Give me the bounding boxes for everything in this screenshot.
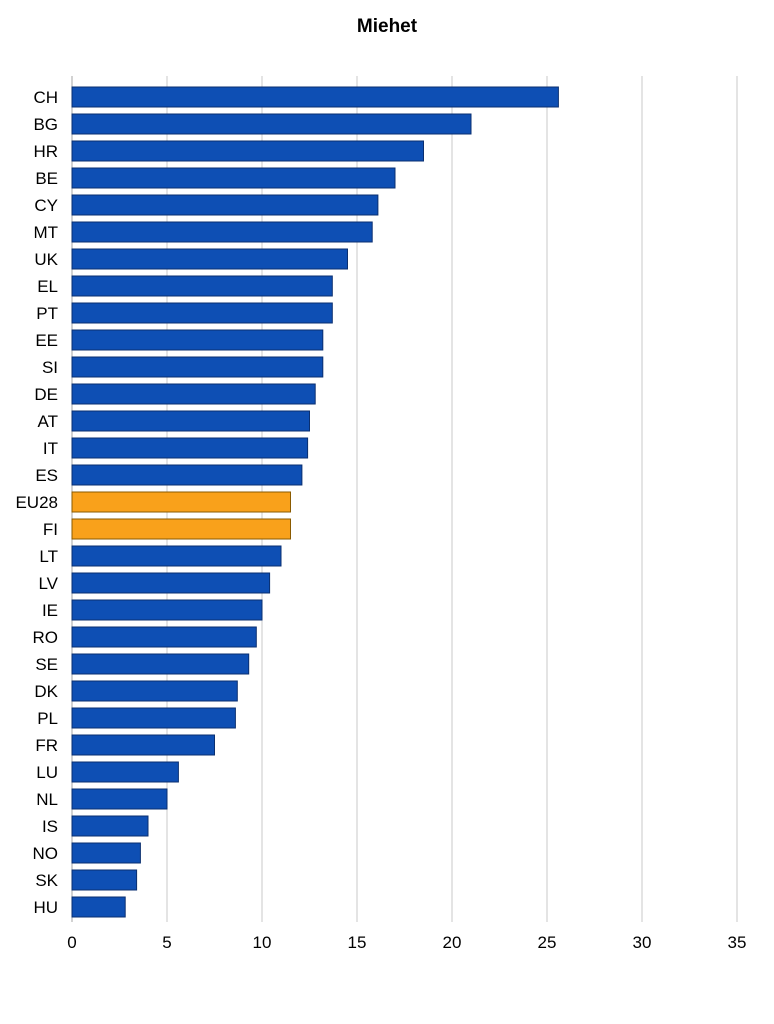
category-label-nl: NL [36, 790, 58, 809]
bars [71, 86, 559, 918]
x-tick-label: 0 [67, 933, 76, 952]
bar-eu28 [71, 491, 291, 513]
category-label-no: NO [33, 844, 59, 863]
x-tick-label: 20 [443, 933, 462, 952]
category-label-fr: FR [35, 736, 58, 755]
category-label-es: ES [35, 466, 58, 485]
bar-el [71, 275, 333, 297]
bar-mt [71, 221, 373, 243]
bar-ee [71, 329, 324, 351]
category-label-fi: FI [43, 520, 58, 539]
category-label-lv: LV [38, 574, 58, 593]
chart-title: Miehet [356, 16, 418, 37]
category-label-sk: SK [35, 871, 58, 890]
bar-uk [71, 248, 348, 270]
category-label-ro: RO [33, 628, 59, 647]
bar-hr [71, 140, 424, 162]
bar-nl [71, 788, 168, 810]
x-tick-label: 30 [633, 933, 652, 952]
x-tick-label: 10 [253, 933, 272, 952]
x-tick-label: 5 [162, 933, 171, 952]
category-label-cy: CY [34, 196, 58, 215]
category-label-el: EL [37, 277, 58, 296]
category-label-si: SI [42, 358, 58, 377]
category-labels: CH BG HR BE CY MT UK EL PT EE SI DE AT IT ES EU28 FI LT LV… [15, 88, 58, 917]
x-tick-label: 25 [538, 933, 557, 952]
bar-lv [71, 572, 271, 594]
category-label-hu: HU [33, 898, 58, 917]
category-label-de: DE [34, 385, 58, 404]
bar-lt [71, 545, 282, 567]
category-label-ch: CH [33, 88, 58, 107]
x-tick-labels: 0 5 10 15 20 25 30 35 [67, 933, 746, 952]
category-label-dk: DK [34, 682, 58, 701]
x-tick-label: 35 [728, 933, 747, 952]
bar-pl [71, 707, 236, 729]
bar-it [71, 437, 309, 459]
bar-ch [71, 86, 559, 108]
category-label-pl: PL [37, 709, 58, 728]
category-label-mt: MT [33, 223, 58, 242]
bar-hu [71, 896, 126, 918]
bar-fr [71, 734, 215, 756]
bar-es [71, 464, 303, 486]
bar-is [71, 815, 149, 837]
bar-ie [71, 599, 263, 621]
category-label-ie: IE [42, 601, 58, 620]
bar-se [71, 653, 250, 675]
category-label-at: AT [38, 412, 58, 431]
bar-de [71, 383, 316, 405]
bar-ro [71, 626, 257, 648]
bar-cy [71, 194, 379, 216]
bar-pt [71, 302, 333, 324]
category-label-it: IT [43, 439, 58, 458]
bar-no [71, 842, 141, 864]
category-label-is: IS [42, 817, 58, 836]
bar-be [71, 167, 396, 189]
category-label-se: SE [35, 655, 58, 674]
category-label-lu: LU [36, 763, 58, 782]
category-label-pt: PT [36, 304, 58, 323]
category-label-hr: HR [33, 142, 58, 161]
category-label-uk: UK [34, 250, 58, 269]
bar-bg [71, 113, 472, 135]
bar-at [71, 410, 310, 432]
category-label-eu28: EU28 [15, 493, 58, 512]
bar-sk [71, 869, 138, 891]
bar-dk [71, 680, 238, 702]
bar-fi [71, 518, 291, 540]
x-tick-label: 15 [348, 933, 367, 952]
category-label-bg: BG [33, 115, 58, 134]
category-label-lt: LT [39, 547, 58, 566]
category-label-be: BE [35, 169, 58, 188]
bar-si [71, 356, 324, 378]
bar-lu [71, 761, 179, 783]
category-label-ee: EE [35, 331, 58, 350]
